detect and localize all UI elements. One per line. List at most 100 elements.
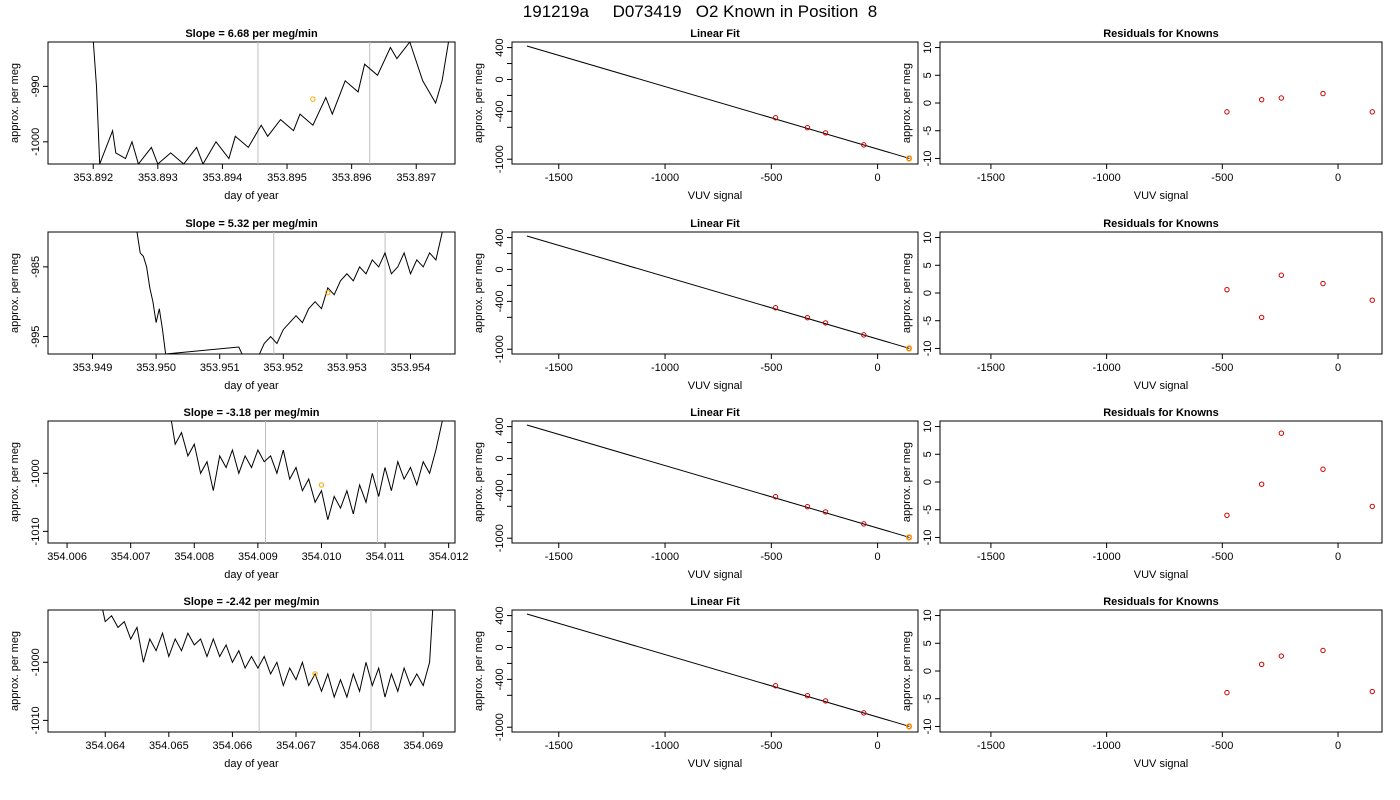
x-tick-label: 353.949	[73, 362, 113, 374]
x-tick-label: 353.950	[136, 362, 176, 374]
y-tick-label: -1000	[494, 524, 506, 552]
x-tick-label: -1000	[1093, 362, 1121, 374]
y-tick-label: 0	[494, 266, 506, 272]
plot-area	[136, 232, 443, 354]
known-point	[772, 494, 779, 500]
panel-title: Slope = 6.68 per meg/min	[185, 28, 318, 40]
plot-frame	[939, 609, 1383, 733]
y-tick-label: -10	[922, 341, 934, 357]
x-tick-label: -1500	[545, 172, 573, 184]
known-point	[772, 115, 779, 121]
y-axis-label: approx. per meg	[901, 253, 913, 333]
y-tick-label: -1000	[494, 335, 506, 363]
residual-point	[1320, 280, 1326, 287]
x-axis-label: VUV signal	[1134, 190, 1188, 202]
known-point	[772, 683, 779, 689]
fit-line	[526, 235, 910, 349]
x-tick-label: 354.010	[302, 551, 342, 563]
x-tick-label: -1500	[545, 740, 573, 752]
fit-line	[526, 424, 910, 538]
y-tick-label: 10	[922, 420, 934, 432]
x-tick-label: -1500	[977, 740, 1005, 752]
known-point	[861, 710, 867, 716]
y-tick-label: -1000	[30, 459, 42, 487]
x-tick-label: 353.954	[391, 362, 431, 374]
mean-marker	[325, 289, 331, 296]
known-point	[804, 504, 811, 510]
plot-area	[1224, 272, 1375, 321]
plot-area	[526, 235, 913, 352]
x-tick-label: 354.011	[366, 551, 405, 563]
known-point	[861, 521, 867, 527]
residual-point	[1320, 90, 1326, 97]
y-tick-label: -995	[30, 326, 42, 348]
y-tick-label: -10	[922, 530, 934, 546]
x-tick-label: -1000	[1093, 172, 1121, 184]
mean-marker	[312, 671, 318, 677]
signal-trace	[170, 421, 443, 520]
x-tick-label: -1000	[651, 362, 679, 374]
x-axis-label: VUV signal	[1134, 758, 1188, 770]
linear-fit-panel	[507, 231, 919, 359]
x-axis-label: day of year	[224, 380, 279, 392]
sample-point	[905, 723, 913, 730]
y-tick-label: -5	[922, 126, 934, 136]
x-tick-label: 353.952	[263, 362, 303, 374]
x-tick-label: 0	[875, 740, 881, 752]
x-tick-label: 353.893	[138, 172, 178, 184]
plot-area	[526, 45, 913, 162]
plot-area	[1224, 430, 1375, 518]
x-tick-label: 0	[875, 362, 881, 374]
x-tick-label: 353.953	[327, 362, 367, 374]
linear-fit-panel	[507, 41, 919, 169]
known-point	[822, 320, 829, 326]
x-tick-label: 354.067	[276, 740, 316, 752]
panel-title: Linear Fit	[690, 28, 740, 40]
plot-frame	[47, 420, 456, 544]
residual-point	[1224, 689, 1230, 696]
residuals-panel	[935, 231, 1383, 359]
y-tick-label: -985	[30, 256, 42, 278]
panel-title: Linear Fit	[690, 218, 740, 230]
y-tick-label: -5	[922, 505, 934, 515]
residuals-panel	[935, 609, 1383, 737]
y-tick-label: 400	[494, 228, 506, 246]
y-tick-label: 5	[922, 640, 934, 646]
x-tick-label: 0	[875, 172, 881, 184]
panel-title: Slope = -2.42 per meg/min	[183, 596, 319, 608]
x-axis-label: day of year	[224, 190, 279, 202]
x-tick-label: 354.009	[238, 551, 278, 563]
plot-area	[1224, 90, 1375, 115]
mean-marker	[310, 96, 316, 102]
known-point	[804, 693, 811, 699]
x-tick-label: 353.895	[267, 172, 307, 184]
y-axis-label: approx. per meg	[9, 631, 21, 711]
y-axis-label: approx. per meg	[473, 631, 485, 711]
y-axis-label: approx. per meg	[473, 253, 485, 333]
y-axis-label: approx. per meg	[901, 631, 913, 711]
panel-title: Residuals for Knowns	[1103, 407, 1219, 419]
y-tick-label: 400	[494, 38, 506, 56]
residual-point	[1320, 466, 1326, 472]
y-axis-label: approx. per meg	[473, 63, 485, 143]
fit-line	[526, 45, 910, 159]
timeseries-panel	[43, 609, 456, 737]
signal-trace	[136, 232, 443, 354]
mean-marker	[318, 482, 325, 488]
residual-point	[1258, 96, 1265, 103]
x-tick-label: -500	[760, 740, 782, 752]
fit-line	[526, 613, 910, 727]
y-tick-label: 400	[494, 606, 506, 624]
sample-point	[905, 155, 913, 162]
y-tick-label: 10	[922, 609, 934, 621]
y-tick-label: -5	[922, 316, 934, 326]
y-tick-label: 0	[922, 479, 934, 485]
figure-title: 191219a D073419 O2 Known in Position 8	[522, 2, 878, 21]
residual-point	[1278, 95, 1285, 101]
y-tick-label: 10	[922, 231, 934, 243]
y-tick-label: -990	[30, 75, 42, 97]
plot-frame	[47, 609, 456, 733]
known-point	[861, 332, 867, 338]
x-tick-label: -1500	[977, 172, 1005, 184]
y-tick-label: -5	[922, 694, 934, 704]
